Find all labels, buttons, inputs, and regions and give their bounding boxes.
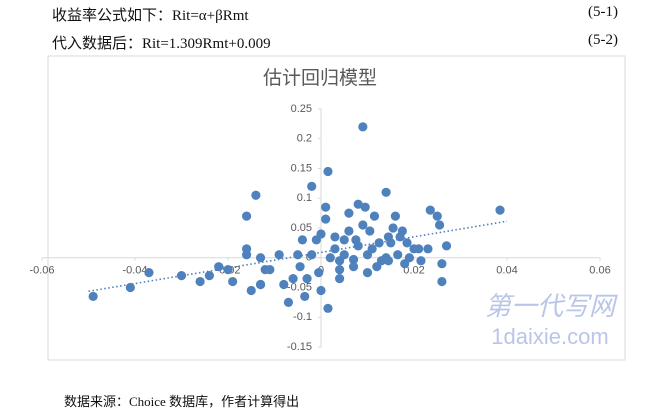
y-tick-label: 0.1 — [297, 192, 312, 204]
scatter-point — [323, 303, 333, 313]
scatter-point — [314, 268, 324, 278]
scatter-point — [274, 250, 284, 260]
scatter-point — [307, 250, 317, 260]
scatter-point — [437, 259, 447, 269]
scatter-point — [228, 276, 238, 287]
watermark: 第一代写网 — [485, 291, 618, 321]
equation-number: (5-2) — [588, 32, 618, 48]
y-tick-label: -0.15 — [287, 341, 312, 353]
scatter-point — [325, 253, 335, 263]
scatter-point — [344, 208, 354, 218]
scatter-point — [144, 268, 154, 278]
scatter-point — [297, 235, 307, 245]
scatter-point — [321, 202, 331, 212]
scatter-point — [397, 226, 407, 236]
scatter-point — [323, 166, 333, 177]
scatter-point — [367, 244, 377, 254]
scatter-point — [358, 220, 368, 230]
watermark: 1daixie.com — [491, 324, 608, 349]
scatter-point — [242, 211, 252, 221]
scatter-point — [316, 285, 326, 296]
scatter-point — [402, 238, 412, 248]
scatter-point — [246, 285, 256, 296]
scatter-point — [335, 265, 345, 275]
y-tick-label: 0.25 — [291, 103, 312, 115]
scatter-point — [358, 122, 368, 132]
chart-title: 估计回归模型 — [263, 67, 377, 89]
scatter-point — [414, 244, 424, 254]
scatter-point — [279, 279, 289, 290]
scatter-point — [255, 279, 266, 290]
scatter-point — [423, 244, 433, 254]
x-tick-label: 0.02 — [403, 265, 424, 277]
scatter-point — [386, 238, 396, 248]
scatter-point — [339, 250, 349, 260]
scatter-point — [495, 205, 505, 215]
formula-line: 代入数据后：Rit=1.309Rmt+0.009 — [52, 36, 271, 52]
scatter-point — [404, 253, 414, 263]
scatter-point — [302, 273, 312, 284]
scatter-point — [283, 297, 294, 307]
scatter-point — [353, 199, 363, 209]
scatter-point — [416, 256, 426, 266]
scatter-point — [288, 273, 298, 284]
scatter-point — [204, 271, 214, 281]
scatter-point — [125, 282, 135, 293]
scatter-point — [432, 211, 442, 221]
x-tick-label: 0.06 — [589, 265, 610, 277]
equation-number: (5-1) — [588, 4, 618, 20]
y-tick-label: -0.1 — [293, 311, 312, 323]
scatter-point — [390, 211, 400, 221]
scatter-point — [335, 273, 345, 284]
y-tick-label: -0.05 — [287, 281, 312, 293]
scatter-point — [88, 291, 98, 302]
scatter-point — [307, 181, 317, 191]
scatter-point — [393, 250, 403, 260]
y-tick-label: 0.2 — [297, 133, 312, 145]
scatter-point — [300, 291, 310, 302]
scatter-point — [330, 244, 340, 254]
scatter-point — [251, 190, 261, 200]
scatter-point — [353, 241, 363, 251]
scatter-point — [425, 205, 435, 215]
formula-line: 收益率公式如下：Rit=α+βRmt — [52, 8, 249, 24]
chart-frame — [47, 55, 626, 361]
scatter-point — [441, 241, 452, 251]
x-tick-label: -0.04 — [122, 265, 147, 277]
scatter-point — [344, 226, 354, 236]
scatter-point — [360, 202, 370, 212]
scatter-point — [295, 262, 305, 272]
scatter-point — [255, 253, 266, 263]
x-tick-label: 0.04 — [496, 265, 517, 277]
scatter-point — [339, 235, 349, 245]
scatter-point — [374, 238, 384, 248]
scatter-point — [362, 268, 373, 278]
scatter-point — [293, 250, 303, 260]
scatter-point — [195, 276, 205, 287]
scatter-point — [381, 187, 391, 197]
scatter-point — [383, 256, 394, 266]
scatter-point — [223, 265, 233, 275]
scatter-point — [434, 220, 445, 230]
scatter-point — [176, 271, 187, 281]
scatter-point — [214, 262, 224, 272]
scatter-point — [388, 223, 398, 233]
scatter-point — [321, 214, 331, 224]
scatter-point — [348, 262, 359, 272]
scatter-point — [348, 254, 359, 265]
scatter-point — [242, 250, 252, 260]
scatter-point — [437, 276, 447, 287]
source-note: 数据来源：Choice 数据库，作者计算得出 — [64, 394, 300, 409]
scatter-point — [330, 232, 340, 242]
x-tick-label: -0.06 — [29, 265, 54, 277]
scatter-point — [265, 265, 275, 275]
y-tick-label: 0.05 — [291, 222, 312, 234]
y-tick-label: 0.15 — [291, 162, 312, 174]
scatter-point — [316, 229, 326, 239]
scatter-point — [369, 211, 380, 221]
scatter-point — [365, 226, 375, 236]
